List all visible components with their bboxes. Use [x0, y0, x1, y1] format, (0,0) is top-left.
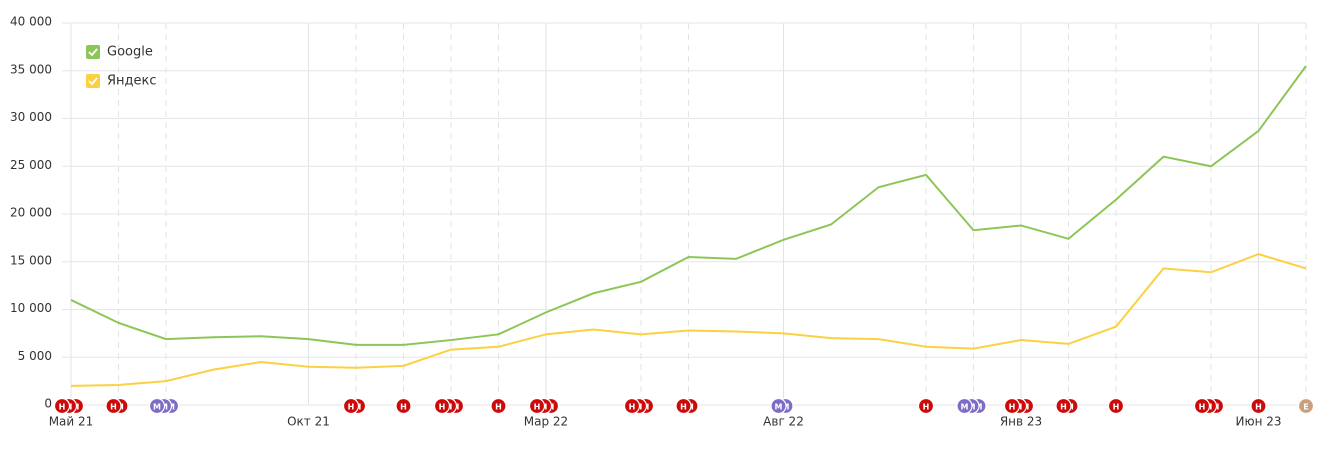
event-bubble [528, 397, 546, 415]
event-marker: Н [1193, 397, 1211, 415]
x-tick-label: Авг 22 [763, 415, 804, 429]
y-tick-label: 15 000 [10, 253, 52, 267]
event-marker: Н [53, 397, 71, 415]
event-bubble [770, 397, 787, 415]
x-tick-label: Июн 23 [1235, 415, 1281, 429]
event-bubble [623, 397, 641, 415]
event-bubble [342, 397, 360, 415]
event-label: Н [1255, 403, 1262, 412]
y-tick-label: 5 000 [18, 349, 52, 363]
event-bubble [917, 397, 935, 415]
x-tick-label: Мар 22 [524, 415, 568, 429]
y-tick-label: 30 000 [10, 110, 52, 124]
x-tick-label: Май 21 [49, 415, 94, 429]
event-label: Н [680, 403, 687, 412]
event-bubble [53, 397, 71, 415]
x-tick-label: Янв 23 [1000, 415, 1042, 429]
event-marker: Н [490, 397, 507, 415]
event-marker: Н [1107, 397, 1125, 415]
y-tick-label: 0 [44, 397, 52, 411]
event-label: М [153, 403, 161, 412]
y-tick-label: 40 000 [10, 15, 52, 29]
event-label: М [775, 403, 783, 412]
legend-item: Яндекс [86, 74, 157, 89]
event-label: Н [1060, 403, 1067, 412]
y-tick-label: 25 000 [10, 158, 52, 172]
legend-check [88, 77, 98, 86]
event-marker: Н [675, 397, 692, 415]
event-bubble [433, 397, 451, 415]
event-marker: Н [528, 397, 546, 415]
legend-check [88, 48, 98, 57]
event-bubble [956, 397, 973, 415]
event-bubble [1003, 397, 1021, 415]
legend-checkbox [86, 45, 100, 59]
event-label: Н [400, 403, 407, 412]
event-label: Н [534, 403, 541, 412]
legend-item: Google [86, 45, 153, 60]
event-marker: М [148, 397, 166, 415]
event-label: Н [439, 403, 446, 412]
event-label: Н [1199, 403, 1206, 412]
legend-checkbox [86, 74, 100, 88]
event-bubble [1107, 397, 1125, 415]
event-label: Н [1009, 403, 1016, 412]
x-tick-label: Окт 21 [287, 415, 330, 429]
event-label: Н [59, 403, 66, 412]
event-bubble [395, 397, 412, 415]
event-label: Н [629, 403, 636, 412]
event-label: Н [495, 403, 502, 412]
event-label: Н [1113, 403, 1120, 412]
event-bubble [1193, 397, 1211, 415]
event-marker: М [770, 397, 787, 415]
event-label: Е [1303, 403, 1308, 412]
event-bubble [1250, 397, 1267, 415]
event-bubble [148, 397, 166, 415]
event-label: Н [348, 403, 355, 412]
event-bubble [490, 397, 507, 415]
event-marker: Е [1297, 397, 1315, 415]
event-marker: М [956, 397, 973, 415]
event-marker: Н [433, 397, 451, 415]
event-marker: Н [917, 397, 935, 415]
event-marker: Н [1055, 397, 1072, 415]
y-tick-label: 20 000 [10, 206, 52, 220]
event-label: Н [110, 403, 117, 412]
legend-label: Google [107, 45, 153, 60]
event-label: Н [923, 403, 930, 412]
event-marker: Н [342, 397, 360, 415]
legend-label: Яндекс [107, 74, 157, 89]
event-bubble [105, 397, 122, 415]
y-tick-label: 35 000 [10, 62, 52, 76]
series-line [70, 65, 1307, 346]
event-bubble [1297, 397, 1315, 415]
event-label: М [961, 403, 969, 412]
event-marker: Н [1250, 397, 1267, 415]
event-marker: Н [395, 397, 412, 415]
event-marker: Н [623, 397, 641, 415]
event-bubble [675, 397, 692, 415]
y-tick-label: 10 000 [10, 301, 52, 315]
series-line [70, 253, 1307, 387]
event-marker: Н [1003, 397, 1021, 415]
event-bubble [1055, 397, 1072, 415]
event-marker: Н [105, 397, 122, 415]
